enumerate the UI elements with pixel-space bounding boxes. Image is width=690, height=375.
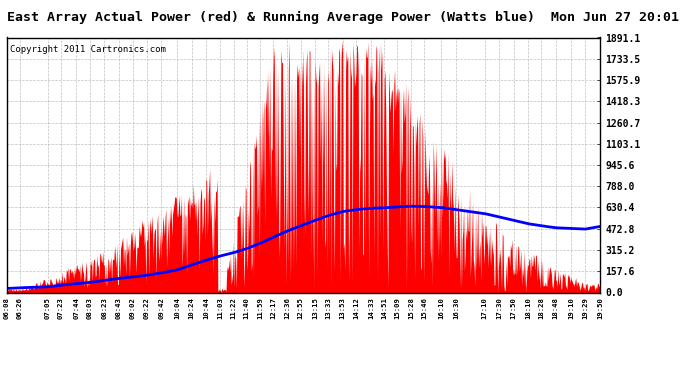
Text: East Array Actual Power (red) & Running Average Power (Watts blue)  Mon Jun 27 2: East Array Actual Power (red) & Running … (7, 11, 679, 24)
Text: Copyright 2011 Cartronics.com: Copyright 2011 Cartronics.com (10, 45, 166, 54)
